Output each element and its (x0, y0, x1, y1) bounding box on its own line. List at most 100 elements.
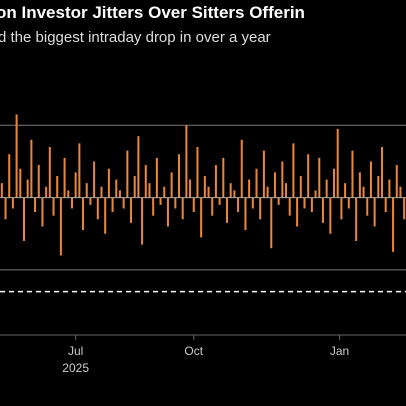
bar (399, 186, 402, 198)
bar (366, 197, 369, 216)
bar (118, 190, 121, 198)
x-tick-label: Jul (68, 344, 83, 358)
bar (310, 197, 313, 213)
bar (211, 197, 214, 216)
bar (248, 179, 251, 198)
bar (174, 197, 177, 209)
bar (48, 147, 51, 198)
bar (74, 172, 77, 198)
bar (392, 197, 395, 252)
bar (89, 197, 92, 205)
bar (163, 186, 166, 198)
bar (144, 165, 147, 198)
bar (8, 154, 11, 198)
bar (222, 157, 225, 198)
bar (255, 168, 258, 198)
bar (104, 197, 107, 234)
bar (177, 154, 181, 198)
bar (141, 197, 144, 245)
bar (358, 172, 361, 198)
bar (41, 197, 44, 227)
bar (229, 183, 232, 198)
bar (59, 197, 62, 256)
bar (137, 136, 140, 198)
bar (329, 197, 332, 234)
bar (130, 197, 133, 223)
bar (82, 197, 85, 231)
bar (240, 139, 243, 198)
bar (4, 197, 7, 220)
bar (85, 183, 88, 198)
bar (321, 197, 324, 223)
bar (126, 150, 129, 198)
bar (214, 165, 217, 198)
bar (277, 197, 280, 205)
bar (296, 197, 299, 227)
bar (336, 128, 339, 198)
bar (344, 183, 347, 198)
chart-title: on Investor Jitters Over Sitters Offerin (0, 3, 305, 22)
bar (100, 186, 103, 198)
bar (181, 197, 184, 220)
bar (347, 197, 350, 209)
bar (262, 150, 265, 198)
bar (122, 197, 125, 209)
bar (19, 168, 22, 198)
bar (63, 157, 66, 198)
bar (203, 175, 206, 198)
bar (192, 197, 195, 213)
bar (303, 197, 306, 209)
bar (56, 175, 59, 198)
bar (11, 197, 14, 209)
bar (166, 197, 169, 227)
bar (351, 150, 354, 198)
bar (233, 190, 236, 198)
bar (307, 154, 310, 198)
bar (189, 179, 192, 198)
bar (107, 168, 110, 198)
bar (270, 197, 273, 249)
bar (159, 197, 162, 205)
bar (292, 143, 295, 198)
year-label: 2025 (62, 361, 89, 375)
bar (67, 190, 70, 198)
bar (288, 197, 291, 216)
bar (380, 147, 384, 198)
bar (314, 190, 317, 198)
x-tick-label: Oct (184, 344, 203, 358)
bar (403, 197, 406, 220)
bar (237, 197, 240, 213)
bar (170, 172, 173, 198)
bar (115, 179, 118, 198)
bar (52, 197, 55, 216)
bar (96, 197, 99, 220)
bar (0, 183, 3, 198)
bar (148, 183, 151, 198)
bar (369, 161, 372, 198)
bar (78, 143, 81, 198)
bar (15, 114, 18, 198)
bar (111, 197, 114, 213)
bar (318, 157, 321, 198)
bar (259, 197, 262, 220)
bar (273, 172, 276, 198)
bar (37, 165, 40, 198)
bar (325, 179, 328, 198)
bar (34, 197, 37, 213)
chart-subtitle: d the biggest intraday drop in over a ye… (0, 29, 271, 46)
bar (185, 125, 188, 198)
bar (355, 197, 358, 241)
bar (388, 179, 391, 198)
bar (196, 147, 199, 198)
bar (200, 197, 203, 238)
bar (266, 186, 269, 198)
bar (152, 197, 155, 216)
bar (207, 186, 210, 198)
bar (155, 157, 158, 198)
bar (225, 197, 229, 223)
bar (218, 197, 221, 205)
bar (373, 197, 376, 227)
bar (299, 175, 302, 198)
bar (93, 161, 96, 198)
